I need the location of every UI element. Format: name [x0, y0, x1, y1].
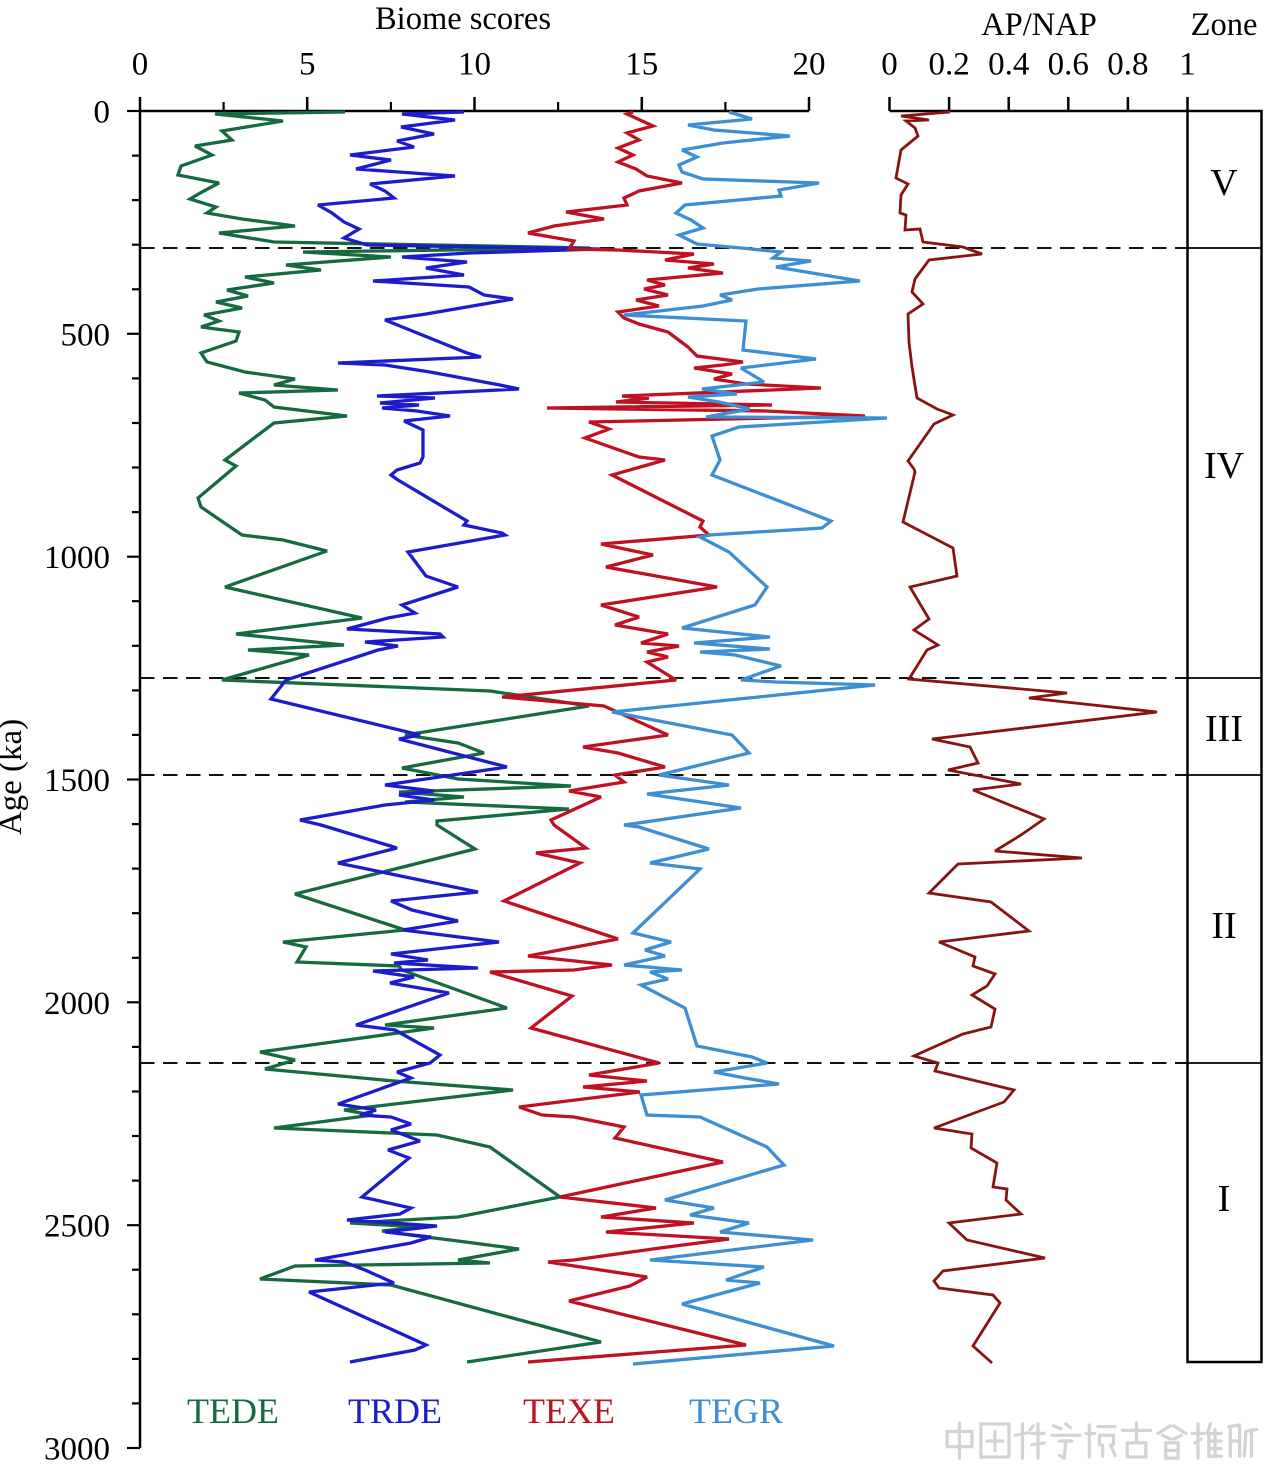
svg-text:2500: 2500: [44, 1209, 110, 1245]
svg-text:10: 10: [458, 47, 491, 83]
svg-text:2000: 2000: [44, 986, 110, 1022]
svg-text:3000: 3000: [44, 1432, 110, 1468]
svg-text:500: 500: [61, 317, 111, 353]
svg-text:0.4: 0.4: [988, 47, 1029, 83]
svg-text:0: 0: [132, 47, 149, 83]
svg-text:Zone: Zone: [1191, 7, 1258, 43]
svg-text:AP/NAP: AP/NAP: [981, 7, 1097, 43]
svg-text:5: 5: [299, 47, 316, 83]
svg-text:0.8: 0.8: [1107, 47, 1148, 83]
svg-text:II: II: [1211, 905, 1236, 947]
svg-text:1: 1: [1179, 47, 1196, 83]
svg-text:Biome scores: Biome scores: [375, 1, 551, 37]
svg-text:V: V: [1210, 162, 1238, 204]
svg-text:1500: 1500: [44, 763, 110, 799]
svg-text:I: I: [1218, 1178, 1231, 1220]
svg-text:Age (ka): Age (ka): [0, 719, 29, 835]
svg-text:0.6: 0.6: [1048, 47, 1089, 83]
svg-text:15: 15: [625, 47, 658, 83]
svg-text:0.2: 0.2: [928, 47, 969, 83]
svg-text:0: 0: [881, 47, 898, 83]
svg-text:III: III: [1205, 708, 1243, 750]
svg-text:TEGR: TEGR: [689, 1391, 783, 1431]
svg-text:0: 0: [94, 95, 111, 131]
svg-text:TEDE: TEDE: [187, 1391, 279, 1431]
svg-text:TRDE: TRDE: [348, 1391, 442, 1431]
svg-text:TEXE: TEXE: [523, 1391, 615, 1431]
svg-text:20: 20: [793, 47, 826, 83]
svg-text:IV: IV: [1204, 445, 1245, 487]
svg-text:1000: 1000: [44, 540, 110, 576]
